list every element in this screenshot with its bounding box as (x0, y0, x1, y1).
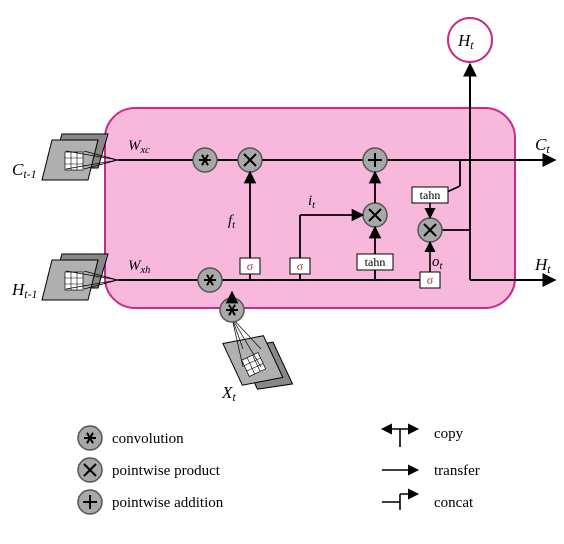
op-conv-bot (198, 268, 222, 292)
label-c-in: Ct-1 (12, 160, 37, 181)
svg-text:σ: σ (427, 273, 434, 287)
label-h-top: Ht (457, 31, 474, 52)
legend-prod: pointwise product (112, 463, 221, 479)
label-c-out: Ct (535, 135, 550, 156)
op-conv-x (220, 298, 244, 322)
svg-text:σ: σ (297, 259, 304, 273)
op-mult-input (363, 203, 387, 227)
box-sigma-o: σ (420, 272, 440, 288)
op-mult-output (418, 218, 442, 242)
op-conv-top (193, 148, 217, 172)
svg-text:tahn: tahn (365, 255, 386, 269)
slab-c-in (42, 134, 108, 180)
svg-text:σ: σ (247, 259, 254, 273)
box-sigma-i: σ (290, 258, 310, 274)
legend-concat: concat (434, 495, 474, 511)
op-add-cell (363, 148, 387, 172)
label-h-out: Ht (534, 255, 551, 276)
legend-transfer: transfer (434, 463, 480, 479)
legend-add: pointwise addition (112, 495, 224, 511)
svg-text:tahn: tahn (420, 188, 441, 202)
label-x: Xt (221, 383, 236, 404)
legend-conv-icon (78, 426, 102, 450)
box-tahn-right: tahn (412, 187, 448, 203)
legend-prod-icon (78, 458, 102, 482)
legend-conv: convolution (112, 431, 184, 447)
legend-copy: copy (434, 426, 464, 442)
box-sigma-f: σ (240, 258, 260, 274)
legend-add-icon (78, 490, 102, 514)
slab-h-in (42, 254, 108, 300)
box-tahn-mid: tahn (357, 254, 393, 270)
label-h-in: Ht-1 (11, 280, 38, 301)
op-mult-forget (238, 148, 262, 172)
